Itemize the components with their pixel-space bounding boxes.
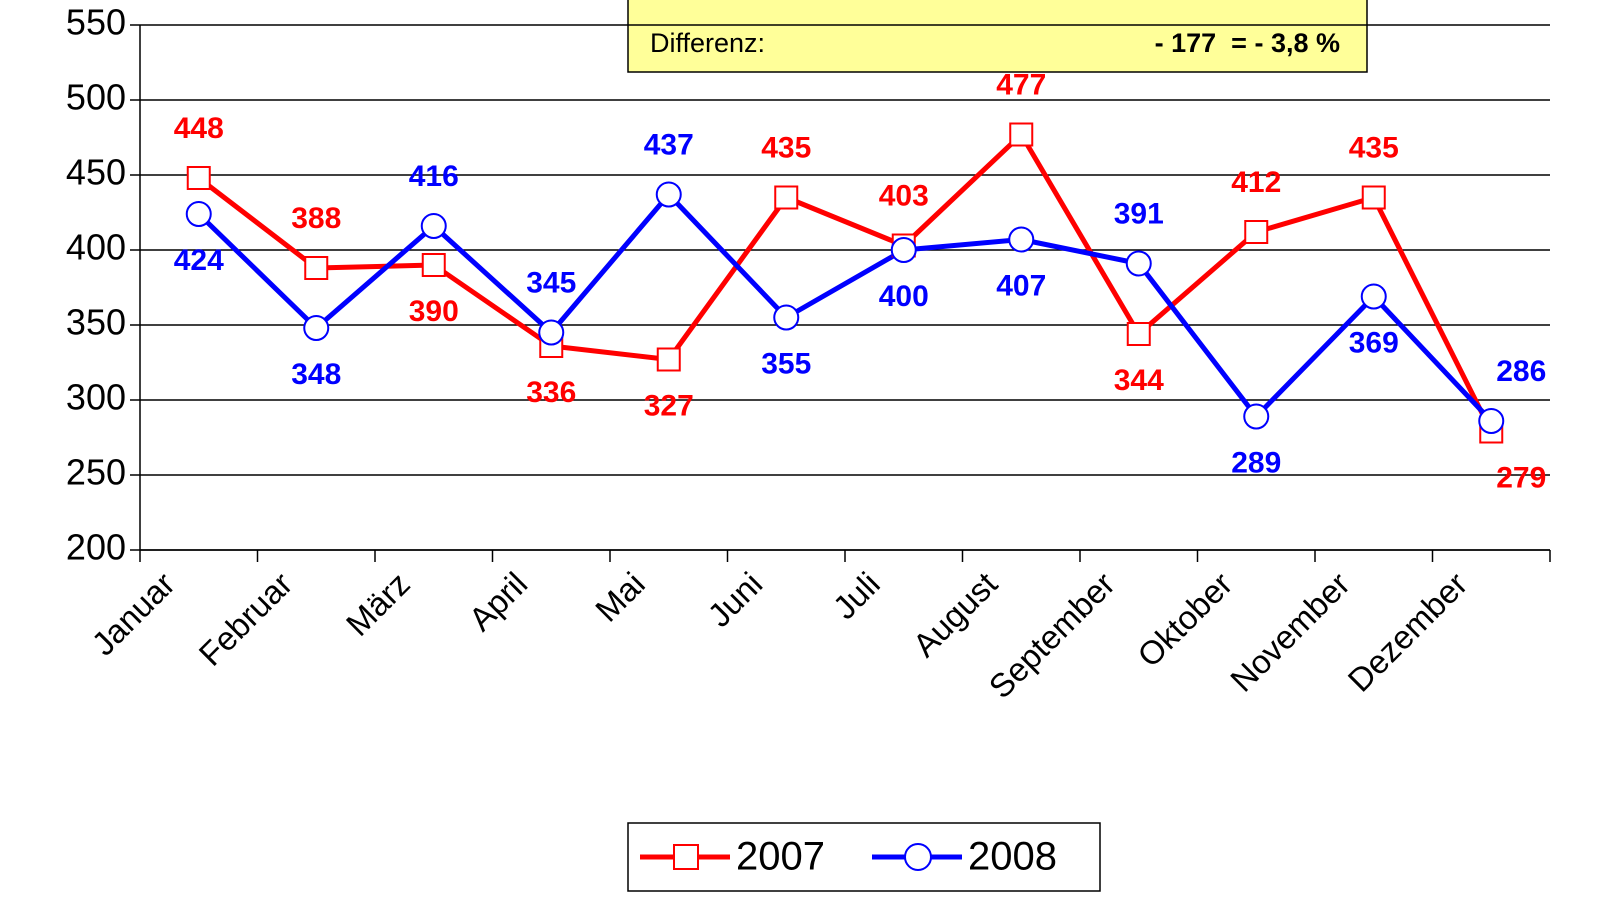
y-tick-label: 200	[66, 527, 126, 568]
marker	[1244, 220, 1269, 244]
x-tick-label: Dezember	[1341, 565, 1475, 699]
x-tick-label: November	[1223, 565, 1357, 699]
x-tick-label: August	[906, 565, 1005, 664]
annotation-box	[627, 0, 1368, 73]
marker	[421, 253, 446, 277]
marker	[1361, 185, 1386, 210]
data-label: 424	[174, 244, 224, 277]
legend-marker	[673, 844, 699, 870]
data-label: 407	[996, 269, 1046, 302]
data-label: 345	[526, 266, 576, 299]
x-tick-label: März	[339, 565, 417, 643]
x-tick-label: April	[462, 565, 535, 638]
data-label: 344	[1114, 364, 1164, 397]
y-tick-label: 300	[66, 377, 126, 418]
data-label: 286	[1496, 355, 1546, 388]
y-tick-label: 350	[66, 302, 126, 343]
annotation-label: Differenz:	[650, 28, 765, 58]
legend-marker	[904, 843, 932, 871]
marker	[420, 213, 447, 239]
data-label: 435	[1349, 131, 1399, 164]
data-label: 336	[526, 376, 576, 409]
data-label: 327	[644, 389, 694, 422]
data-label: 435	[761, 131, 811, 164]
marker	[185, 201, 212, 227]
marker	[1360, 283, 1387, 310]
marker	[304, 256, 329, 280]
data-label: 369	[1349, 326, 1399, 359]
marker	[186, 166, 211, 190]
data-label: 403	[879, 179, 929, 212]
x-tick-label: Juli	[826, 565, 887, 626]
x-tick-label: Januar	[84, 565, 182, 663]
marker	[656, 347, 681, 372]
data-label: 416	[409, 160, 459, 193]
x-tick-label: Mai	[588, 565, 652, 629]
marker	[890, 237, 917, 263]
x-tick-label: September	[982, 565, 1122, 705]
series-line	[197, 132, 1494, 433]
data-label: 289	[1231, 446, 1281, 479]
data-label: 477	[996, 68, 1046, 101]
series-line	[197, 192, 1494, 423]
marker	[1478, 408, 1505, 434]
annotation-value: - 177 = - 3,8 %	[1155, 28, 1340, 58]
marker	[303, 315, 330, 341]
data-label: 388	[291, 202, 341, 235]
x-tick-label: Juni	[700, 565, 769, 634]
data-label: 355	[761, 347, 811, 380]
y-tick-label: 250	[66, 452, 126, 493]
data-label: 437	[644, 128, 694, 161]
y-tick-label: 500	[66, 77, 126, 118]
marker	[1009, 122, 1034, 147]
x-tick-label: Oktober	[1130, 565, 1239, 674]
marker	[774, 185, 799, 210]
legend-label: 2008	[968, 835, 1057, 879]
data-label: 279	[1496, 461, 1546, 494]
marker	[655, 181, 682, 208]
marker	[773, 304, 800, 331]
marker	[1125, 250, 1152, 277]
y-tick-label: 400	[66, 227, 126, 268]
data-label: 448	[174, 112, 224, 145]
data-label: 391	[1114, 197, 1164, 230]
y-tick-label: 550	[66, 2, 126, 43]
data-label: 400	[879, 280, 929, 313]
marker	[538, 319, 565, 346]
marker	[1008, 226, 1035, 253]
y-tick-label: 450	[66, 152, 126, 193]
data-label: 412	[1231, 166, 1281, 199]
legend-label: 2007	[736, 835, 825, 879]
data-label: 390	[409, 295, 459, 328]
data-label: 348	[291, 358, 341, 391]
marker	[1243, 403, 1270, 430]
x-tick-label: Februar	[191, 565, 299, 673]
marker	[1126, 322, 1151, 346]
